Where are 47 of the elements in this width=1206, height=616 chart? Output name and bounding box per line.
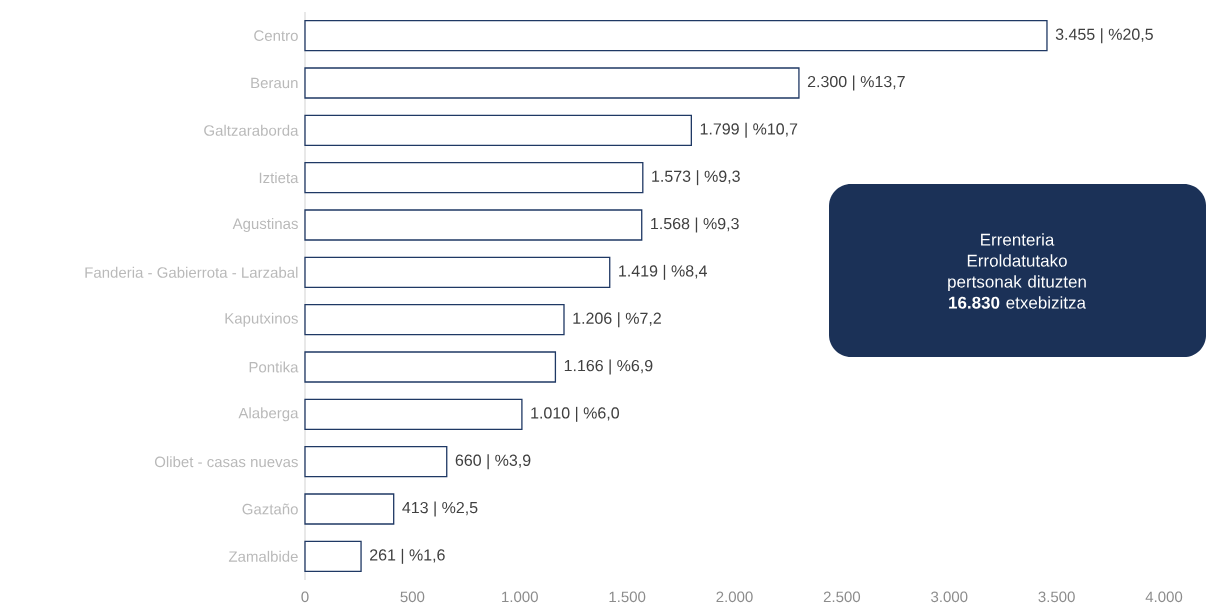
data-label: 1.010 | %6,0: [531, 406, 620, 422]
y-tick-label: Olibet - casas nuevas: [154, 456, 298, 468]
x-tick-label: 1.000: [502, 591, 538, 603]
y-tick-label: Kaputxinos: [225, 312, 298, 327]
y-tick-label: Galtzaraborda: [204, 124, 299, 136]
x-tick-label: 500: [400, 591, 425, 603]
bar: [304, 20, 1048, 52]
data-label: 660 | %3,9: [455, 454, 531, 470]
y-tick-label: Fanderia - Gabierrota - Larzabal: [85, 266, 298, 278]
data-label: 1.573 | %9,3: [652, 170, 740, 186]
x-tick-label: 3.500: [1038, 591, 1075, 603]
x-tick-label: 2.000: [716, 591, 753, 603]
data-label: 413 | %2,5: [402, 501, 478, 517]
bar: [304, 493, 395, 525]
data-label: 1.799 | %10,7: [700, 122, 798, 138]
x-tick-label: 3.000: [931, 591, 968, 603]
data-label: 1.568 | %9,3: [651, 217, 739, 233]
bar: [304, 162, 644, 194]
annotation: Erroldatutako pertsonak dituzten 16.830 etxebizitza: [948, 254, 1086, 309]
y-tick-label: Zamalbide: [228, 550, 298, 562]
bar: [304, 398, 523, 430]
y-tick-label: Alaberga: [238, 407, 299, 422]
data-label: 1.166 | %6,9: [564, 359, 653, 375]
x-tick-label: 1.500: [609, 591, 646, 603]
y-tick-label: Centro: [254, 30, 298, 41]
data-label: 1.419 | %8,4: [619, 264, 707, 280]
annotation: Errenteria: [981, 233, 1055, 246]
y-tick-label: Agustinas: [232, 218, 298, 232]
x-tick-label: 2.500: [823, 591, 861, 603]
bar: [304, 351, 557, 383]
x-tick-label: 4.000: [1145, 591, 1183, 603]
data-label: 261 | %1,6: [370, 548, 445, 564]
x-tick-label: 0: [301, 591, 309, 603]
bar: [304, 114, 692, 146]
y-tick-label: Gaztaño: [242, 503, 298, 515]
y-tick-label: Pontika: [249, 361, 299, 373]
bar: [304, 304, 565, 336]
bar: [304, 446, 448, 478]
data-label: 1.206 | %7,2: [573, 312, 661, 328]
bar: [304, 540, 362, 572]
y-tick-label: Iztieta: [259, 172, 299, 184]
bar: [304, 209, 643, 241]
bar: [304, 256, 611, 288]
y-tick-label: Beraun: [251, 77, 298, 89]
bar: [304, 67, 800, 99]
data-label: 2.300 | %13,7: [807, 75, 905, 91]
data-label: 3.455 | %20,5: [1055, 28, 1153, 44]
